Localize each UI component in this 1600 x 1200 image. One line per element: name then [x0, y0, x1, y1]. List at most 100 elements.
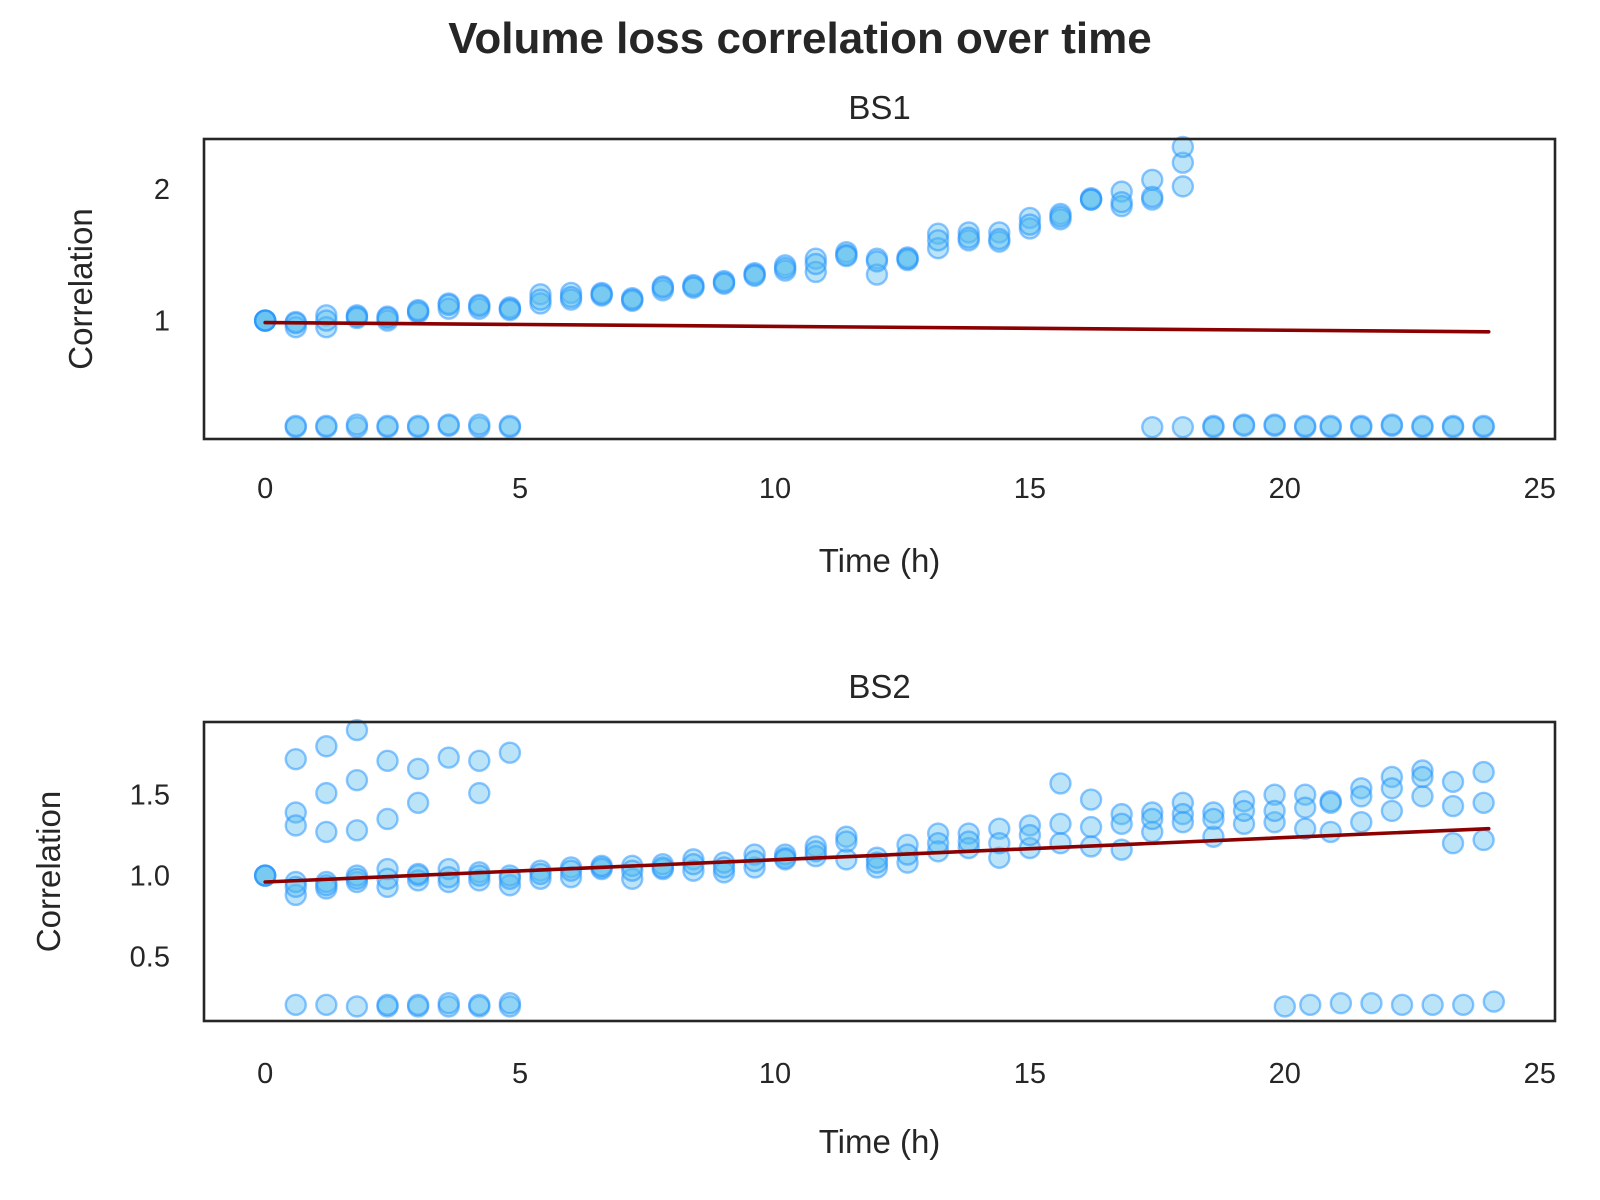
data-point: [437, 413, 460, 436]
data-point: [284, 993, 307, 1017]
data-point: [1421, 993, 1444, 1017]
data-point: [345, 768, 369, 792]
plot-frame: [202, 137, 1557, 441]
data-point: [1232, 414, 1256, 438]
data-point: [406, 298, 430, 322]
data-point: [1319, 791, 1342, 815]
data-point: [1049, 812, 1072, 836]
data-point: [1171, 151, 1195, 174]
data-point: [957, 226, 980, 249]
data-point: [926, 832, 950, 855]
data-point: [1441, 832, 1465, 855]
data-point: [1171, 811, 1195, 834]
data-point: [437, 992, 460, 1015]
data-point: [315, 993, 338, 1017]
data-point: [1171, 415, 1195, 439]
data-point: [590, 283, 613, 306]
data-point: [621, 859, 644, 882]
data-point: [345, 718, 369, 742]
data-point: [406, 993, 430, 1017]
data-point: [682, 276, 705, 299]
data-point: [406, 791, 430, 815]
y-tick-label: 1.5: [130, 780, 170, 812]
data-point: [1049, 205, 1072, 228]
figure-title: Volume loss correlation over time: [448, 14, 1152, 63]
data-point: [468, 781, 491, 805]
data-point: [1018, 213, 1042, 236]
data-point: [865, 851, 889, 874]
data-point: [1472, 791, 1495, 815]
data-point: [1202, 801, 1225, 824]
trend-line: [263, 320, 1491, 334]
data-point: [1110, 812, 1133, 836]
data-point: [1350, 785, 1373, 808]
data-point: [437, 865, 460, 889]
data-point: [651, 276, 675, 299]
data-point: [1380, 765, 1404, 789]
data-point: [1380, 799, 1404, 823]
data-point: [1141, 415, 1164, 439]
data-point: [1202, 807, 1225, 831]
data-point: [406, 757, 430, 781]
x-tick-label: 15: [1014, 473, 1046, 505]
subplot-title: BS2: [848, 668, 910, 705]
x-tick-label: 10: [759, 1058, 791, 1090]
y-tick-label: 2: [154, 174, 170, 206]
data-point: [253, 309, 277, 332]
data-point: [743, 264, 766, 288]
x-tick-label: 0: [257, 473, 273, 505]
data-point: [1472, 828, 1495, 852]
data-point: [1202, 415, 1225, 439]
y-tick-label: 1.0: [130, 861, 170, 893]
subplot-2: BS2 0 5 10 15 20 25 0.5 1.0 1.5 Time (h) Correlatio…: [30, 668, 1557, 1160]
x-tick-label: 25: [1524, 1058, 1556, 1090]
data-point: [498, 414, 522, 438]
data-point: [1472, 760, 1495, 784]
data-point: [988, 227, 1011, 251]
data-point: [1452, 993, 1475, 1017]
data-point: [498, 741, 522, 764]
data-point: [345, 819, 369, 842]
data-point: [865, 250, 889, 273]
data-point: [529, 288, 552, 311]
data-point: [1482, 990, 1506, 1013]
data-point: [1079, 188, 1103, 211]
y-axis-label: Correlation: [62, 208, 99, 369]
data-point: [1411, 765, 1434, 789]
data-point: [1411, 785, 1434, 808]
x-tick-label: 5: [512, 473, 528, 505]
data-point: [1273, 995, 1297, 1018]
data-point: [1360, 992, 1383, 1015]
data-point: [468, 993, 491, 1017]
data-point: [1232, 799, 1256, 823]
points-group-1: [253, 759, 1495, 907]
data-point: [835, 830, 858, 853]
y-tick-label: 1: [154, 306, 170, 338]
data-point: [1411, 759, 1434, 782]
data-point: [926, 237, 950, 260]
data-point: [896, 247, 919, 270]
data-point: [468, 413, 491, 436]
x-tick-label: 0: [257, 1058, 273, 1090]
data-point: [1441, 794, 1465, 818]
data-point: [559, 285, 583, 309]
data-point: [315, 781, 338, 805]
data-point: [376, 993, 399, 1017]
data-point: [498, 298, 522, 322]
data-point: [529, 862, 552, 886]
data-point: [1380, 413, 1404, 436]
subplot-1: BS1 0 5 10 15 20 25 1 2 Time (h) Correlation: [62, 89, 1557, 579]
data-point: [468, 749, 491, 772]
data-point: [712, 272, 736, 295]
points-group-1: [253, 135, 1195, 339]
data-point: [1293, 796, 1317, 819]
data-point: [957, 221, 980, 244]
y-axis-label: Correlation: [30, 791, 67, 952]
data-point: [1350, 415, 1373, 439]
data-point: [468, 864, 491, 887]
data-point: [376, 749, 399, 772]
data-point: [1411, 414, 1434, 438]
data-point: [345, 413, 369, 436]
data-point: [1263, 783, 1286, 806]
